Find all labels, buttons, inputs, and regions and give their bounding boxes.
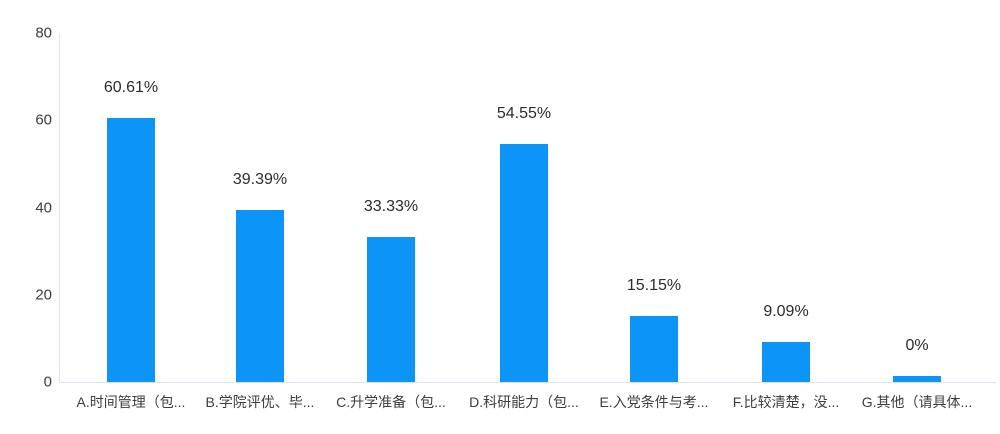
x-axis-label: G.其他（请具体... bbox=[861, 394, 973, 410]
bar-value-label: 15.15% bbox=[626, 277, 682, 294]
bar-rect[interactable] bbox=[500, 144, 548, 382]
bar-group[interactable]: 54.55% bbox=[464, 22, 584, 382]
bar-group[interactable]: 9.09% bbox=[726, 22, 846, 382]
bar-value-label: 54.55% bbox=[496, 105, 552, 122]
bar-group[interactable]: 39.39% bbox=[200, 22, 320, 382]
y-axis-tick: 40 bbox=[35, 199, 52, 217]
bar-value-label: 9.09% bbox=[763, 303, 809, 320]
bar-value-label: 39.39% bbox=[232, 171, 288, 188]
bar-rect[interactable] bbox=[236, 210, 284, 382]
y-axis-tick: 80 bbox=[35, 24, 52, 42]
y-axis-tick: 20 bbox=[35, 286, 52, 304]
bar-rect[interactable] bbox=[107, 118, 155, 382]
y-axis-tick: 0 bbox=[43, 373, 52, 391]
bar-rect[interactable] bbox=[893, 376, 941, 382]
bar-value-label: 0% bbox=[905, 337, 929, 354]
x-axis-line bbox=[59, 382, 996, 383]
bar-value-label: 33.33% bbox=[363, 198, 419, 215]
y-axis-line bbox=[59, 33, 60, 382]
x-axis-label: B.学院评优、毕... bbox=[205, 394, 315, 410]
bar-group[interactable]: 0% bbox=[857, 22, 977, 382]
x-axis-label: D.科研能力（包... bbox=[469, 394, 579, 410]
x-axis-label: C.升学准备（包... bbox=[336, 394, 446, 410]
y-axis-tick: 60 bbox=[35, 111, 52, 129]
x-axis-label: A.时间管理（包... bbox=[76, 394, 186, 410]
bar-group[interactable]: 15.15% bbox=[594, 22, 714, 382]
bar-group[interactable]: 60.61% bbox=[71, 22, 191, 382]
y-axis: 80 60 40 20 0 bbox=[0, 0, 52, 434]
bar-rect[interactable] bbox=[367, 237, 415, 382]
x-axis-labels: A.时间管理（包... B.学院评优、毕... C.升学准备（包... D.科研… bbox=[0, 392, 1000, 422]
x-axis-label: F.比较清楚，没... bbox=[732, 394, 840, 410]
bar-value-label: 60.61% bbox=[103, 79, 159, 96]
x-axis-label: E.入党条件与考... bbox=[599, 394, 709, 410]
bar-group[interactable]: 33.33% bbox=[331, 22, 451, 382]
bar-rect[interactable] bbox=[762, 342, 810, 382]
bar-rect[interactable] bbox=[630, 316, 678, 382]
